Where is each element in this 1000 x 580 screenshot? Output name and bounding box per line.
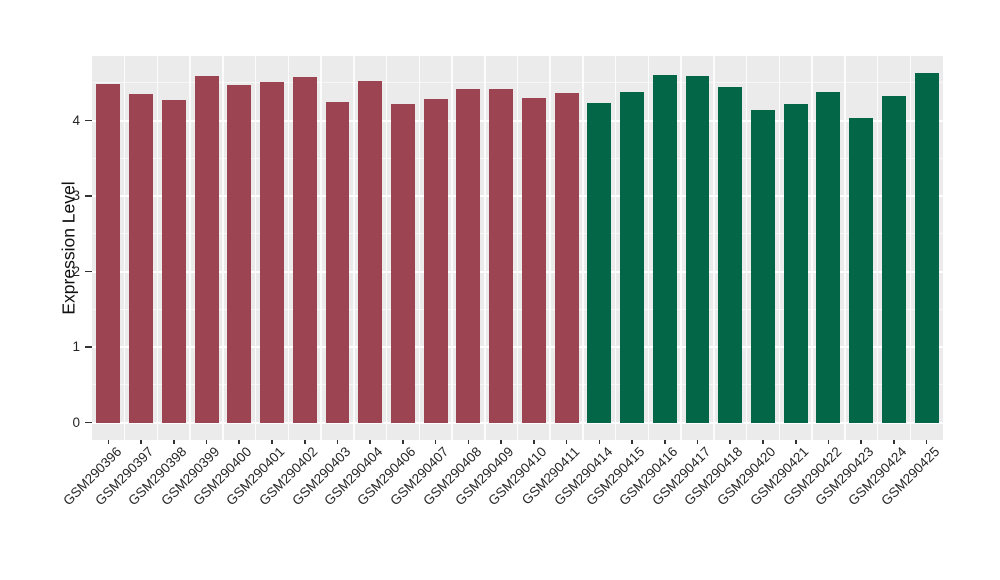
bar bbox=[620, 92, 644, 423]
bar bbox=[325, 101, 350, 423]
x-tick-mark bbox=[533, 440, 535, 444]
bar bbox=[227, 85, 252, 423]
bar bbox=[358, 80, 383, 423]
bar bbox=[161, 100, 186, 423]
bar bbox=[652, 74, 677, 423]
x-tick-mark bbox=[827, 440, 830, 444]
x-tick-mark bbox=[729, 440, 732, 444]
v-gridline bbox=[254, 56, 257, 440]
x-tick-mark bbox=[860, 440, 862, 444]
x-tick-mark bbox=[794, 440, 797, 444]
y-tick-mark bbox=[85, 119, 92, 122]
y-tick-label: 2 bbox=[72, 263, 80, 279]
x-tick-mark bbox=[631, 440, 633, 444]
x-tick-mark bbox=[238, 440, 241, 444]
x-tick-mark bbox=[762, 440, 764, 444]
bar bbox=[881, 95, 906, 423]
v-gridline bbox=[156, 56, 159, 440]
v-gridline bbox=[745, 56, 748, 440]
bar bbox=[849, 117, 874, 423]
x-tick-mark bbox=[565, 440, 568, 444]
bar bbox=[685, 76, 710, 423]
bar bbox=[718, 86, 743, 423]
v-gridline bbox=[516, 56, 519, 440]
v-gridline bbox=[876, 56, 879, 440]
bar bbox=[456, 88, 481, 423]
v-gridline bbox=[909, 56, 912, 440]
y-tick-label: 4 bbox=[72, 112, 80, 128]
bar bbox=[96, 84, 121, 423]
v-gridline bbox=[353, 56, 355, 440]
bar bbox=[489, 88, 514, 423]
v-gridline bbox=[680, 56, 682, 440]
v-gridline bbox=[582, 56, 584, 440]
x-tick-mark bbox=[598, 440, 601, 444]
y-tick-label: 1 bbox=[72, 339, 80, 355]
bar bbox=[783, 104, 808, 423]
bar bbox=[816, 92, 841, 423]
x-tick-mark bbox=[173, 440, 175, 444]
v-gridline bbox=[778, 56, 781, 440]
y-tick-mark bbox=[85, 195, 92, 197]
v-gridline bbox=[549, 56, 551, 440]
bar bbox=[751, 110, 775, 423]
x-tick-mark bbox=[893, 440, 895, 444]
bar bbox=[292, 76, 317, 423]
v-gridline bbox=[418, 56, 421, 440]
x-tick-mark bbox=[925, 440, 928, 444]
bar bbox=[587, 102, 612, 423]
x-tick-mark bbox=[696, 440, 699, 444]
x-tick-mark bbox=[205, 440, 208, 444]
x-tick-mark bbox=[140, 440, 142, 444]
v-gridline bbox=[385, 56, 388, 440]
bar bbox=[554, 92, 579, 423]
bar bbox=[390, 104, 415, 423]
y-tick-label: 0 bbox=[72, 414, 80, 430]
v-gridline bbox=[713, 56, 715, 440]
bar bbox=[423, 98, 448, 423]
v-gridline bbox=[123, 56, 126, 440]
x-tick-mark bbox=[107, 440, 110, 444]
y-tick-mark bbox=[85, 270, 92, 273]
v-gridline bbox=[614, 56, 617, 440]
v-gridline bbox=[222, 56, 224, 440]
v-gridline bbox=[811, 56, 813, 440]
bar bbox=[521, 98, 546, 423]
x-tick-mark bbox=[336, 440, 339, 444]
x-tick-mark bbox=[369, 440, 371, 444]
bar bbox=[260, 82, 284, 423]
x-tick-mark bbox=[500, 440, 502, 444]
x-tick-mark bbox=[663, 440, 666, 444]
plot-panel bbox=[92, 56, 943, 440]
y-tick-label: 3 bbox=[72, 188, 80, 204]
v-gridline bbox=[451, 56, 453, 440]
v-gridline bbox=[844, 56, 846, 440]
y-tick-mark bbox=[85, 421, 92, 424]
bar bbox=[914, 73, 939, 423]
v-gridline bbox=[484, 56, 486, 440]
x-tick-mark bbox=[303, 440, 306, 444]
v-gridline bbox=[189, 56, 191, 440]
v-gridline bbox=[647, 56, 650, 440]
v-gridline bbox=[320, 56, 322, 440]
x-tick-mark bbox=[402, 440, 404, 444]
x-tick-mark bbox=[434, 440, 437, 444]
bar bbox=[194, 76, 219, 423]
x-tick-mark bbox=[271, 440, 273, 444]
y-tick-mark bbox=[85, 346, 92, 348]
bar bbox=[129, 93, 154, 423]
v-gridline bbox=[287, 56, 290, 440]
x-tick-mark bbox=[467, 440, 470, 444]
